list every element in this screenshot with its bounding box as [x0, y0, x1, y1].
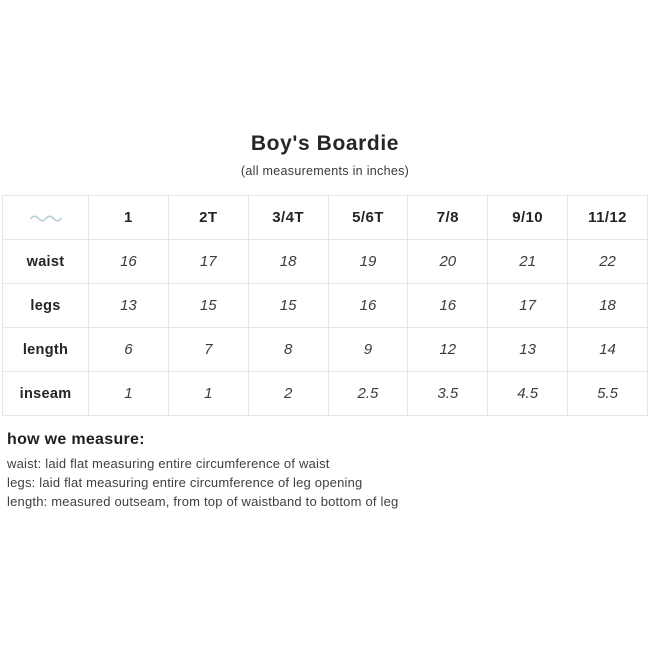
- how-we-measure-section: how we measure: waist: laid flat measuri…: [0, 431, 650, 511]
- column-header: 1: [88, 195, 169, 240]
- size-value-cell: 13: [487, 327, 569, 372]
- size-value-cell: 12: [407, 327, 489, 372]
- size-value-cell: 15: [247, 283, 329, 328]
- table-row-waist: waist 16 17 18 19 20 21 22: [2, 239, 648, 284]
- size-value-cell: 20: [407, 239, 489, 284]
- size-chart-table-container: 1 2T 3/4T 5/6T 7/8 9/10 11/12 waist 16 1…: [0, 195, 650, 416]
- column-header: 3/4T: [247, 195, 329, 240]
- row-label: legs: [2, 283, 89, 328]
- size-value-cell: 5.5: [567, 371, 648, 416]
- row-label: inseam: [2, 371, 89, 416]
- corner-cell: [2, 195, 89, 240]
- size-value-cell: 2.5: [327, 371, 409, 416]
- page-title: Boy's Boardie: [250, 132, 400, 155]
- size-value-cell: 17: [167, 239, 249, 284]
- size-value-cell: 2: [247, 371, 329, 416]
- column-header: 7/8: [407, 195, 489, 240]
- size-value-cell: 18: [247, 239, 329, 284]
- table-row-inseam: inseam 1 1 2 2.5 3.5 4.5 5.5: [2, 371, 648, 416]
- size-value-cell: 8: [247, 327, 329, 372]
- size-value-cell: 1: [167, 371, 249, 416]
- size-value-cell: 19: [327, 239, 409, 284]
- measure-line-waist: waist: laid flat measuring entire circum…: [7, 456, 330, 471]
- size-value-cell: 7: [167, 327, 249, 372]
- column-header: 5/6T: [327, 195, 409, 240]
- size-value-cell: 3.5: [407, 371, 489, 416]
- table-row-legs: legs 13 15 15 16 16 17 18: [2, 283, 648, 328]
- column-header: 2T: [167, 195, 249, 240]
- page-subtitle: (all measurements in inches): [240, 164, 410, 178]
- size-value-cell: 17: [487, 283, 569, 328]
- measure-heading: how we measure:: [7, 431, 145, 448]
- size-value-cell: 16: [407, 283, 489, 328]
- measure-lines: waist: laid flat measuring entire circum…: [7, 454, 650, 511]
- size-value-cell: 9: [327, 327, 409, 372]
- row-label: waist: [2, 239, 89, 284]
- table-row-length: length 6 7 8 9 12 13 14: [2, 327, 648, 372]
- measure-line-length: length: measured outseam, from top of wa…: [7, 494, 399, 509]
- wave-squiggle-icon: [29, 209, 63, 226]
- size-value-cell: 18: [567, 283, 648, 328]
- measure-line-legs: legs: laid flat measuring entire circumf…: [7, 475, 363, 490]
- row-label: length: [2, 327, 89, 372]
- size-value-cell: 22: [567, 239, 648, 284]
- size-value-cell: 1: [88, 371, 169, 416]
- column-header: 9/10: [487, 195, 569, 240]
- size-value-cell: 13: [88, 283, 169, 328]
- size-value-cell: 4.5: [487, 371, 569, 416]
- size-value-cell: 15: [167, 283, 249, 328]
- size-chart-table: 1 2T 3/4T 5/6T 7/8 9/10 11/12 waist 16 1…: [2, 195, 648, 416]
- size-value-cell: 14: [567, 327, 648, 372]
- size-value-cell: 16: [88, 239, 169, 284]
- size-value-cell: 6: [88, 327, 169, 372]
- header-row: 1 2T 3/4T 5/6T 7/8 9/10 11/12: [2, 195, 648, 240]
- column-header: 11/12: [567, 195, 648, 240]
- size-value-cell: 16: [327, 283, 409, 328]
- size-value-cell: 21: [487, 239, 569, 284]
